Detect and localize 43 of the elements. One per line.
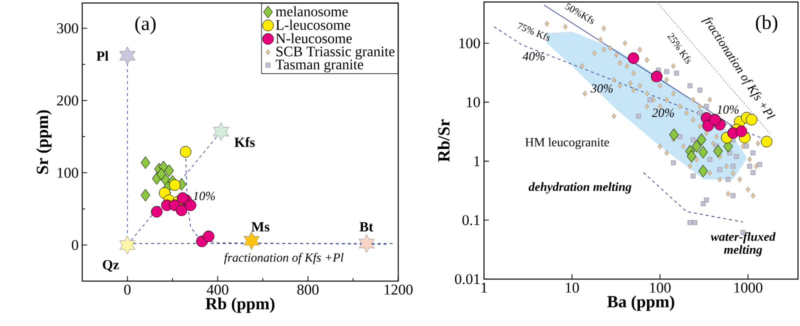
legend-label: N-leucosome xyxy=(276,33,352,44)
y-tick-label: 100 xyxy=(58,168,78,178)
y-tick-label: 1 xyxy=(474,156,480,166)
text: (b) xyxy=(756,15,778,34)
x-tick-label: 800 xyxy=(297,284,319,295)
x-tick-label: 100 xyxy=(650,282,671,293)
annotation: fractionation of Kfs +Pl xyxy=(224,252,344,264)
annotation: 20% xyxy=(652,108,674,118)
annotation: 40% xyxy=(522,52,545,61)
annotation: Ms xyxy=(251,222,270,232)
x-axis-title: Ba (ppm) xyxy=(607,296,674,311)
annotation: 30% xyxy=(590,84,613,93)
annotation: Pl xyxy=(96,51,108,61)
y-tick-label: 0.1 xyxy=(462,215,480,226)
x-tick-label: 1000 xyxy=(734,282,762,293)
annotation: dehydration melting xyxy=(528,182,632,194)
annotation: Bt xyxy=(360,222,374,232)
x-axis-title: Rb (ppm) xyxy=(206,298,274,313)
x-tick-label: 1200 xyxy=(384,284,413,295)
annotation: Kfs xyxy=(234,137,255,148)
annotation: HM leucogranite xyxy=(525,138,610,149)
y-tick-label: 200 xyxy=(57,95,78,106)
annotation: 75% Kfs xyxy=(517,22,550,41)
legend-label: melanosome xyxy=(276,6,348,16)
x-tick-label: 1 xyxy=(482,282,487,292)
annotation: water-fluxed melting xyxy=(710,232,776,256)
annotation: 10% xyxy=(193,192,215,200)
y-tick-label: 100 xyxy=(459,38,480,48)
y-axis-title: Rb/Sr xyxy=(438,119,450,162)
annotation: 10% xyxy=(717,105,739,114)
y-tick-label: 10 xyxy=(466,97,480,108)
y-tick-label: 0.01 xyxy=(454,274,480,284)
x-tick-label: 400 xyxy=(206,284,228,295)
x-tick-label: 0 xyxy=(124,284,131,295)
x-tick-label: 10 xyxy=(566,282,579,293)
legend-label: L-leucosome xyxy=(276,20,350,30)
legend-label: Tasman granite xyxy=(276,60,364,72)
legend-label: SCB Triassic granite xyxy=(276,46,394,60)
y-tick-label: 300 xyxy=(57,23,78,34)
y-tick-label: 0 xyxy=(72,240,78,250)
text: (a) xyxy=(135,16,156,34)
annotation: Qz xyxy=(102,260,119,272)
y-axis-title: Sr (ppm) xyxy=(36,110,52,174)
